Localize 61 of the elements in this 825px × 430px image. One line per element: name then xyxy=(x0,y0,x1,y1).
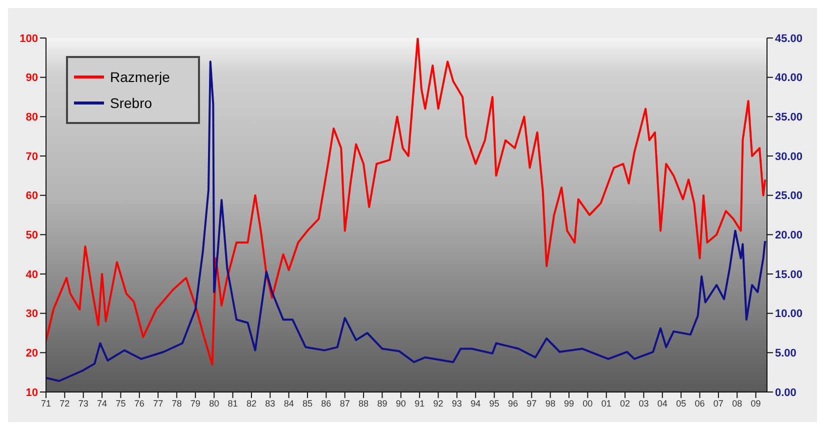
y-tick-label: 60 xyxy=(26,190,38,202)
x-tick-label: 93 xyxy=(452,398,462,408)
legend-label: Razmerje xyxy=(110,69,170,85)
y2-tick-label: 25.00 xyxy=(775,190,803,202)
y2-tick-label: 15.00 xyxy=(775,268,803,281)
x-tick-label: 71 xyxy=(40,398,52,408)
x-tick-label: 96 xyxy=(508,398,518,408)
x-tick-label: 00 xyxy=(582,398,593,408)
y2-tick-label: 45.00 xyxy=(775,32,803,45)
x-tick-label: 04 xyxy=(657,398,668,408)
x-tick-label: 94 xyxy=(470,398,481,408)
x-tick-label: 05 xyxy=(676,398,686,408)
y-tick-label: 10 xyxy=(26,386,38,399)
y-tick-label: 30 xyxy=(26,308,38,320)
x-tick-label: 08 xyxy=(732,398,742,408)
y-tick-label: 90 xyxy=(26,72,38,84)
y-tick-label: 20 xyxy=(26,348,38,360)
y-tick-label: 70 xyxy=(26,150,38,163)
x-tick-label: 89 xyxy=(377,398,388,408)
y2-tick-label: 35.00 xyxy=(775,112,803,124)
x-tick-label: 79 xyxy=(190,398,200,408)
x-tick-label: 88 xyxy=(358,398,369,408)
y-tick-label: 40 xyxy=(26,268,38,281)
x-tick-label: 86 xyxy=(321,398,332,408)
x-tick-label: 92 xyxy=(433,398,444,408)
x-tick-label: 02 xyxy=(620,398,630,408)
x-tick-label: 76 xyxy=(134,398,144,408)
x-tick-label: 82 xyxy=(246,398,256,408)
x-tick-label: 72 xyxy=(60,398,70,408)
y2-tick-label: 20.00 xyxy=(775,230,803,242)
legend-label: Srebro xyxy=(110,95,152,111)
x-tick-label: 87 xyxy=(340,398,350,408)
x-tick-label: 85 xyxy=(302,398,313,408)
x-tick-label: 81 xyxy=(228,398,238,408)
x-tick-label: 73 xyxy=(78,398,88,408)
x-tick-label: 03 xyxy=(638,398,649,408)
x-tick-label: 95 xyxy=(489,398,500,408)
x-tick-label: 75 xyxy=(116,398,126,408)
x-tick-label: 98 xyxy=(545,398,556,408)
y-tick-label: 50 xyxy=(26,230,38,242)
x-tick-label: 99 xyxy=(564,398,574,408)
x-tick-label: 80 xyxy=(209,398,220,408)
y2-tick-label: 30.00 xyxy=(775,150,803,163)
x-tick-label: 09 xyxy=(750,398,761,408)
x-tick-label: 77 xyxy=(153,398,164,408)
x-tick-label: 83 xyxy=(265,398,276,408)
x-tick-label: 97 xyxy=(526,398,537,408)
y-tick-label: 100 xyxy=(20,32,38,45)
y2-tick-label: 0.00 xyxy=(775,386,796,399)
y2-tick-label: 5.00 xyxy=(775,348,796,360)
x-tick-label: 07 xyxy=(713,398,724,408)
x-tick-label: 90 xyxy=(396,398,406,408)
x-tick-label: 01 xyxy=(601,398,612,408)
x-tick-label: 91 xyxy=(414,398,425,408)
y-tick-label: 80 xyxy=(26,112,38,124)
x-tick-label: 06 xyxy=(694,398,705,408)
x-tick-label: 74 xyxy=(97,398,108,408)
x-tick-label: 84 xyxy=(284,398,294,408)
y2-tick-label: 10.00 xyxy=(775,308,803,320)
x-tick-label: 78 xyxy=(172,398,182,408)
y2-tick-label: 40.00 xyxy=(775,72,803,84)
